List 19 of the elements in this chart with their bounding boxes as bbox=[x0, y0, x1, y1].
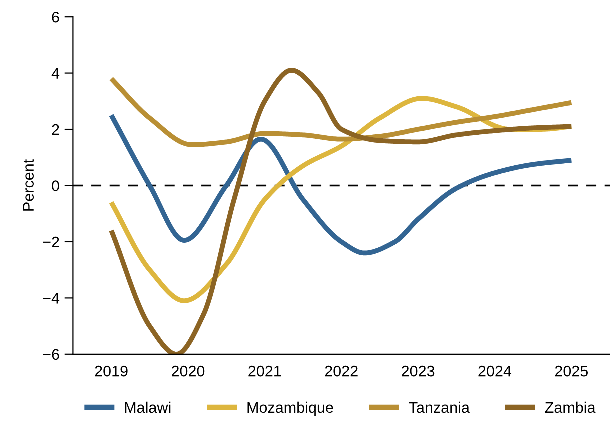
x-tick-label: 2025 bbox=[555, 366, 588, 377]
y-tick-label: 0 bbox=[52, 180, 60, 192]
x-tick-label: 2019 bbox=[95, 366, 128, 377]
y-tick-label: −6 bbox=[43, 349, 60, 360]
legend-label: Malawi bbox=[125, 402, 171, 414]
x-tick-label: 2023 bbox=[402, 366, 435, 377]
legend-label: Zambia bbox=[545, 402, 596, 414]
legend-label: Tanzania bbox=[409, 402, 470, 414]
y-tick-label: −2 bbox=[43, 236, 60, 248]
x-tick-label: 2020 bbox=[172, 366, 205, 377]
y-tick-label: −4 bbox=[43, 293, 60, 304]
x-tick-label: 2022 bbox=[325, 366, 358, 377]
y-tick-label: 6 bbox=[52, 12, 60, 23]
y-axis-title: Percent bbox=[23, 160, 34, 211]
y-tick-label: 2 bbox=[52, 124, 60, 136]
x-tick-label: 2024 bbox=[478, 366, 512, 377]
x-tick-label: 2021 bbox=[248, 366, 282, 377]
legend-label: Mozambique bbox=[248, 402, 334, 416]
y-tick-label: 4 bbox=[52, 68, 60, 79]
